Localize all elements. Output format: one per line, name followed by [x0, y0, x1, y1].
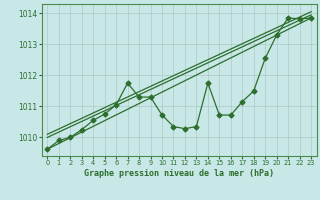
X-axis label: Graphe pression niveau de la mer (hPa): Graphe pression niveau de la mer (hPa): [84, 169, 274, 178]
